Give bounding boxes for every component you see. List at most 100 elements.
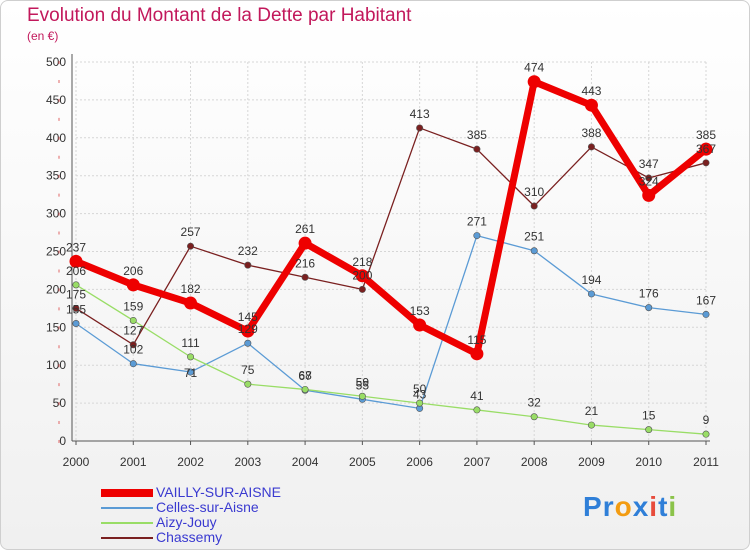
chart-title: Evolution du Montant de la Dette par Hab… xyxy=(27,5,412,26)
data-label-chassemy: 127 xyxy=(123,324,143,338)
proxiti-logo: Proxiti xyxy=(583,491,677,523)
data-point-aizy-jouy xyxy=(416,399,424,407)
data-label-chassemy: 367 xyxy=(696,142,716,156)
legend-label-vailly-sur-aisne: VAILLY-SUR-AISNE xyxy=(156,484,282,500)
data-label-aizy-jouy: 41 xyxy=(470,389,484,403)
logo-letter: t xyxy=(658,491,669,522)
data-label-vailly-sur-aisne: 153 xyxy=(410,304,430,318)
data-point-chassemy xyxy=(416,124,424,132)
data-point-chassemy xyxy=(473,145,481,153)
legend-swatch-aizy-jouy xyxy=(101,522,153,524)
data-point-celles-sur-aisne xyxy=(72,320,80,328)
data-label-celles-sur-aisne: 251 xyxy=(524,230,544,244)
data-label-chassemy: 200 xyxy=(352,268,372,282)
data-point-celles-sur-aisne xyxy=(702,310,710,318)
data-label-aizy-jouy: 111 xyxy=(181,336,200,350)
data-label-vailly-sur-aisne: 324 xyxy=(639,174,659,188)
data-label-aizy-jouy: 75 xyxy=(241,363,255,377)
legend-swatch-vailly-sur-aisne xyxy=(101,489,153,497)
series-line-aizy-jouy xyxy=(75,284,707,435)
data-point-celles-sur-aisne xyxy=(129,360,137,368)
data-label-aizy-jouy: 50 xyxy=(413,382,427,396)
data-label-aizy-jouy: 9 xyxy=(703,413,710,427)
data-point-aizy-jouy xyxy=(244,380,252,388)
data-label-celles-sur-aisne: 155 xyxy=(66,303,86,317)
data-point-vailly-sur-aisne xyxy=(69,254,83,268)
data-label-celles-sur-aisne: 55 xyxy=(356,378,370,392)
data-label-vailly-sur-aisne: 237 xyxy=(66,240,86,254)
data-label-vailly-sur-aisne: 218 xyxy=(352,255,372,269)
data-point-aizy-jouy xyxy=(530,413,538,421)
data-label-aizy-jouy: 21 xyxy=(585,404,599,418)
data-label-chassemy: 175 xyxy=(66,287,86,301)
y-tick-label: 250 xyxy=(46,245,66,259)
series-line-chassemy xyxy=(75,127,707,346)
data-label-celles-sur-aisne: 271 xyxy=(467,215,487,229)
x-tick-label: 2007 xyxy=(464,455,491,469)
y-tick-label: 350 xyxy=(46,169,66,183)
data-point-celles-sur-aisne xyxy=(645,304,653,312)
data-point-celles-sur-aisne xyxy=(187,368,195,376)
y-tick-label: 0 xyxy=(59,434,66,448)
logo-letter: r xyxy=(602,491,615,522)
y-tick-label: 450 xyxy=(46,93,66,107)
data-label-vailly-sur-aisne: 443 xyxy=(581,84,601,98)
data-point-vailly-sur-aisne xyxy=(413,318,427,332)
data-label-vailly-sur-aisne: 474 xyxy=(524,61,544,75)
data-label-chassemy: 385 xyxy=(467,128,487,142)
data-label-celles-sur-aisne: 176 xyxy=(639,287,659,301)
data-point-chassemy xyxy=(244,261,252,269)
data-point-chassemy xyxy=(72,304,80,312)
data-label-vailly-sur-aisne: 206 xyxy=(123,264,143,278)
logo-letter: i xyxy=(649,491,659,522)
series-line-celles-sur-aisne xyxy=(75,234,707,410)
data-label-aizy-jouy: 59 xyxy=(356,375,370,389)
logo-letter: P xyxy=(583,491,603,522)
data-label-chassemy: 257 xyxy=(181,225,201,239)
data-point-aizy-jouy xyxy=(473,406,481,414)
data-point-vailly-sur-aisne xyxy=(699,142,713,156)
data-point-aizy-jouy xyxy=(72,281,80,289)
data-point-celles-sur-aisne xyxy=(530,247,538,255)
x-tick-label: 2001 xyxy=(120,455,147,469)
data-point-chassemy xyxy=(187,242,195,250)
data-point-vailly-sur-aisne xyxy=(126,278,140,292)
data-label-extra: 71 xyxy=(184,366,198,380)
data-label-aizy-jouy: 206 xyxy=(66,264,86,278)
data-label-celles-sur-aisne: 43 xyxy=(413,387,427,401)
data-point-chassemy xyxy=(702,159,710,167)
logo-letter: x xyxy=(632,491,650,522)
data-label-chassemy: 232 xyxy=(238,244,258,258)
data-label-vailly-sur-aisne: 115 xyxy=(467,333,486,347)
data-label-chassemy: 347 xyxy=(639,157,659,171)
legend-label-celles-sur-aisne: Celles-sur-Aisne xyxy=(156,499,259,515)
data-point-chassemy xyxy=(358,285,366,293)
data-label-vailly-sur-aisne: 145 xyxy=(238,310,258,324)
y-tick-label: 100 xyxy=(46,358,66,372)
y-tick-label: 400 xyxy=(46,131,66,145)
data-label-aizy-jouy: 68 xyxy=(298,368,312,382)
x-tick-label: 2004 xyxy=(292,455,319,469)
data-label-aizy-jouy: 159 xyxy=(123,299,143,313)
data-point-vailly-sur-aisne xyxy=(642,188,656,202)
data-point-vailly-sur-aisne xyxy=(470,347,484,361)
data-point-chassemy xyxy=(129,341,137,349)
data-label-celles-sur-aisne: 67 xyxy=(298,369,312,383)
legend-swatch-chassemy xyxy=(101,537,153,539)
data-label-celles-sur-aisne: 167 xyxy=(696,293,716,307)
data-point-chassemy xyxy=(645,174,653,182)
data-point-chassemy xyxy=(301,273,309,281)
data-label-aizy-jouy: 32 xyxy=(528,396,542,410)
y-tick-label: 500 xyxy=(46,55,66,69)
data-point-vailly-sur-aisne xyxy=(584,98,598,112)
data-point-vailly-sur-aisne xyxy=(184,296,198,310)
data-point-vailly-sur-aisne xyxy=(527,75,541,89)
data-point-aizy-jouy xyxy=(187,353,195,361)
data-label-celles-sur-aisne: 102 xyxy=(123,343,143,357)
legend-swatch-celles-sur-aisne xyxy=(101,507,153,509)
data-label-chassemy: 216 xyxy=(295,256,315,270)
data-label-vailly-sur-aisne: 261 xyxy=(295,222,315,236)
x-tick-label: 2003 xyxy=(234,455,261,469)
data-point-vailly-sur-aisne xyxy=(298,236,312,250)
x-tick-label: 2009 xyxy=(578,455,605,469)
